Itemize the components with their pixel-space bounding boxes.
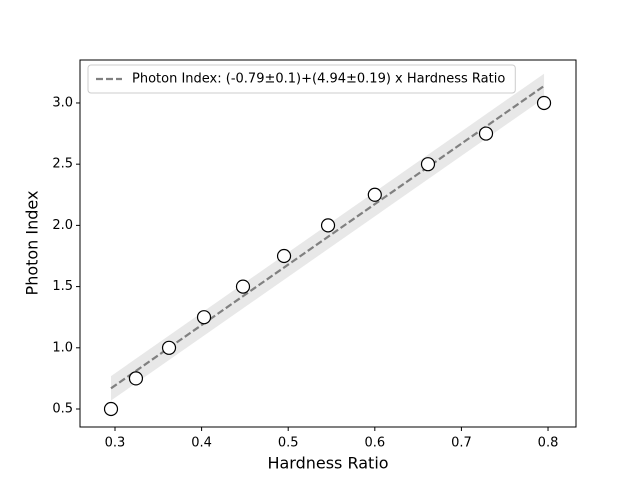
plot-frame bbox=[79, 59, 577, 428]
point bbox=[478, 126, 494, 141]
y-tick-label: 1.0 bbox=[52, 340, 73, 355]
point bbox=[235, 279, 251, 294]
x-tick-label: 0.3 bbox=[105, 436, 126, 451]
x-axis-label: Hardness Ratio bbox=[267, 454, 388, 473]
y-axis-label: Photon Index bbox=[23, 191, 42, 296]
legend-box bbox=[87, 64, 516, 94]
point bbox=[367, 187, 382, 202]
x-tick-label: 0.6 bbox=[364, 436, 385, 451]
point bbox=[196, 310, 212, 325]
y-tick-label: 0.5 bbox=[52, 402, 73, 417]
point bbox=[128, 371, 144, 386]
x-tick-label: 0.8 bbox=[538, 436, 559, 451]
point bbox=[276, 248, 292, 264]
point bbox=[103, 401, 119, 417]
point bbox=[161, 340, 177, 355]
legend-label: Photon Index: (-0.79±0.1)+(4.94±0.19) x … bbox=[132, 72, 505, 87]
y-tick-label: 2.5 bbox=[52, 157, 73, 172]
point bbox=[420, 157, 436, 172]
y-tick-label: 1.5 bbox=[52, 279, 73, 294]
y-tick-label: 3.0 bbox=[52, 95, 73, 110]
point bbox=[320, 218, 336, 233]
point bbox=[536, 95, 552, 111]
x-tick-label: 0.4 bbox=[191, 436, 212, 451]
x-tick-label: 0.5 bbox=[278, 436, 299, 451]
fit-line bbox=[110, 85, 545, 390]
x-tick-label: 0.7 bbox=[451, 436, 472, 451]
y-tick-label: 2.0 bbox=[52, 218, 73, 233]
